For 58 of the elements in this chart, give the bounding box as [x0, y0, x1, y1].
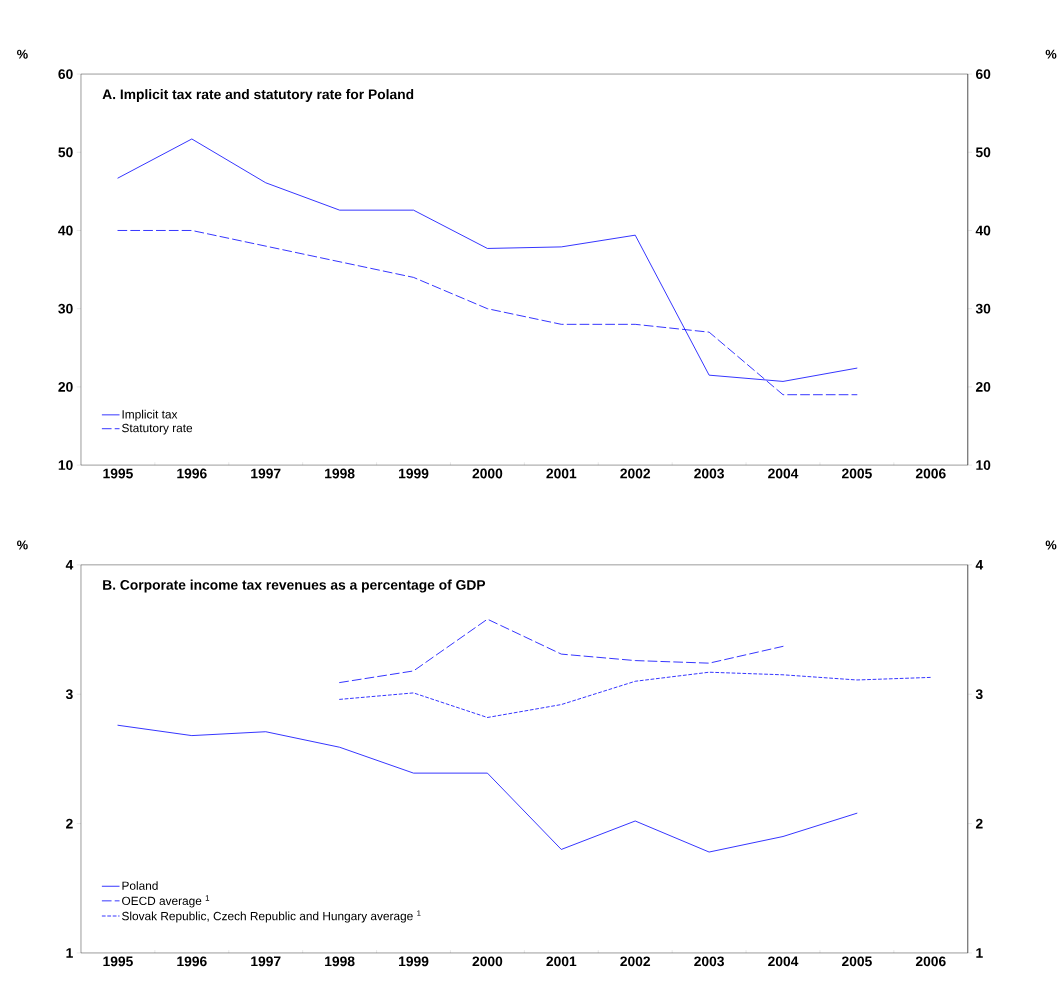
x-tick-label: 2002 — [620, 468, 651, 479]
y2-tick-label: 50 — [975, 147, 991, 157]
legend-label: Statutory rate — [122, 423, 193, 435]
x-tick-label: 2004 — [768, 468, 799, 479]
y2-tick-label: 60 — [975, 68, 991, 79]
y2-tick-label: 4 — [975, 559, 984, 570]
line-series — [339, 618, 784, 683]
legend-label: Poland — [122, 881, 158, 890]
y-tick-label: 40 — [58, 225, 73, 236]
y-tick-label: 10 — [58, 460, 73, 470]
x-tick-label: 2004 — [768, 956, 799, 967]
x-tick-label: 1999 — [399, 468, 429, 479]
y2-tick-label: 40 — [975, 225, 991, 236]
y2-tick-label: 2 — [975, 818, 983, 829]
x-tick-label: 1998 — [325, 468, 355, 479]
x-tick-label: 2002 — [620, 956, 651, 967]
y-tick-label: 4 — [65, 559, 74, 570]
y2-tick-label: 10 — [976, 460, 991, 470]
x-tick-label: 1996 — [177, 956, 207, 967]
y-tick-label: 1 — [66, 948, 73, 958]
x-tick-label: 2001 — [546, 468, 577, 479]
text: A. Implicit tax rate and statutory rate for Poland — [102, 88, 414, 102]
y2-tick-label: 20 — [975, 381, 991, 392]
x-tick-label: 2005 — [842, 956, 872, 967]
y-tick-label: 30 — [58, 303, 73, 314]
x-tick-label: 1997 — [251, 956, 281, 967]
x-tick-label: 2001 — [546, 956, 577, 967]
y-tick-label: 2 — [66, 818, 73, 829]
text: B. Corporate income tax revenues as a percentage of GDP — [103, 579, 486, 593]
y2-tick-label: 1 — [976, 948, 983, 958]
line-series — [117, 724, 858, 853]
x-tick-label: 2006 — [915, 956, 946, 967]
line-series — [339, 671, 932, 718]
x-tick-label: 1995 — [103, 468, 133, 479]
legend-label: Implicit tax — [122, 409, 178, 421]
x-tick-label: 1996 — [177, 468, 207, 479]
x-tick-label: 2005 — [842, 468, 872, 479]
y-tick-label: 20 — [58, 381, 73, 392]
x-tick-label: 1998 — [325, 956, 355, 967]
x-tick-label: 2003 — [694, 956, 724, 967]
y2-axis-title: % — [1045, 540, 1057, 550]
y-tick-label: 3 — [65, 689, 73, 699]
x-tick-label: 2003 — [694, 468, 724, 479]
x-tick-label: 2000 — [472, 468, 503, 479]
x-tick-label: 1997 — [251, 468, 281, 479]
x-tick-label: 1995 — [103, 956, 133, 967]
legend-label: OECD average $^{1}$ — [122, 895, 210, 908]
legend-label: Slovak Republic, Czech Republic and Hungary average $^{1}$ — [122, 910, 421, 923]
x-tick-label: 1999 — [399, 956, 429, 967]
y-tick-label: 50 — [58, 147, 73, 157]
y2-tick-label: 3 — [975, 689, 983, 699]
y-tick-label: 60 — [58, 68, 73, 79]
y-axis-title: % — [17, 540, 28, 550]
y2-axis-title: % — [1045, 49, 1057, 59]
x-tick-label: 2000 — [472, 956, 503, 967]
x-tick-label: 2006 — [915, 468, 946, 479]
y-axis-title: % — [17, 49, 28, 59]
y2-tick-label: 30 — [975, 303, 991, 314]
